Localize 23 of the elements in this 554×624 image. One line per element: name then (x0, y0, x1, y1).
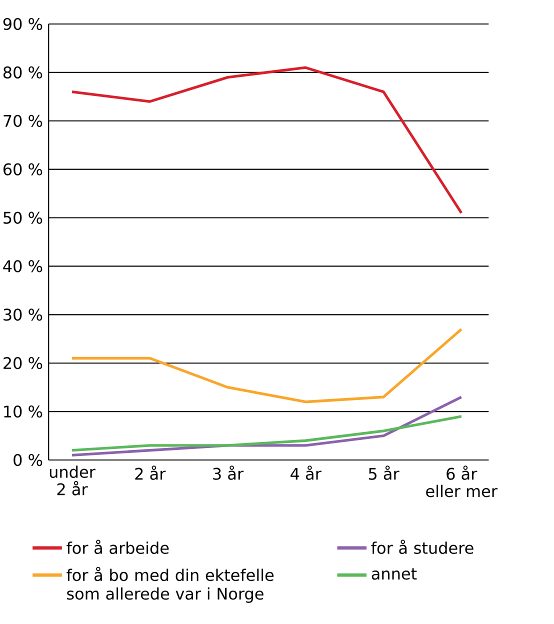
legend-label: for å studere (371, 540, 474, 554)
y-tick-label: 90 % (3, 18, 42, 30)
legend-label: for å arbeide (66, 540, 169, 554)
y-tick-label: 80 % (3, 66, 42, 78)
legend-label: annet (372, 568, 417, 580)
y-tick-label: 20 % (4, 357, 42, 370)
x-tick-label: 2 år (135, 466, 166, 480)
y-tick-label: 50 % (4, 212, 42, 224)
x-tick-label: 5 år (368, 466, 400, 480)
line-series (70, 66, 463, 214)
line-series (70, 415, 463, 452)
x-tick-label: 6 år eller mer (426, 466, 498, 498)
legend-label: for å bo med din ektefelle som allerede var i Norge (66, 566, 274, 603)
x-tick-label: 4 år (290, 466, 322, 480)
y-tick-label: 10 % (4, 406, 42, 418)
y-tick-label: 70 % (4, 114, 42, 127)
y-tick-label: 30 % (4, 308, 42, 321)
x-tick-label: 3 år (213, 466, 244, 480)
x-tick-label: under 2 år (50, 466, 96, 496)
y-tick-label: 60 % (3, 163, 42, 176)
line-series (70, 328, 463, 404)
y-tick-label: 0 % (14, 454, 42, 466)
y-tick-label: 40 % (3, 260, 42, 272)
